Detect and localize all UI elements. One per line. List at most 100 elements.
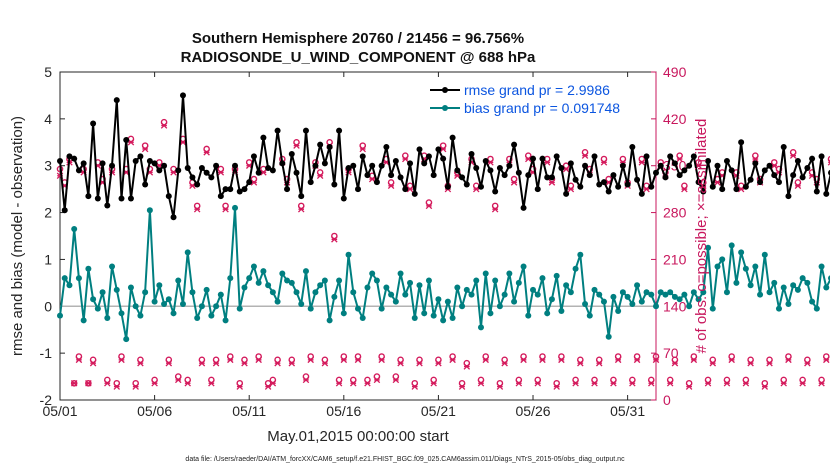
rmse-point (94, 195, 101, 202)
bias-point (676, 296, 683, 303)
bias-point (511, 298, 518, 305)
bias-point (449, 315, 456, 321)
bias-point (293, 289, 300, 296)
rmse-point (279, 160, 286, 167)
bias-point (146, 207, 153, 214)
rmse-point (449, 134, 456, 141)
obs-assimilated-marker (198, 359, 206, 367)
bias-point (548, 296, 555, 303)
x-tick-label: 05/21 (421, 403, 456, 419)
y-axis-label-right: # of obs: o=possible; ×=assimilated (693, 119, 710, 354)
bias-point (558, 307, 565, 314)
rmse-point (525, 172, 532, 179)
rmse-point (156, 167, 163, 174)
bias-point (780, 284, 787, 291)
rmse-point (804, 165, 811, 172)
bias-point (80, 317, 87, 324)
rmse-point (605, 188, 612, 195)
obs-assimilated-marker (378, 356, 385, 364)
y-right-tick-label: 140 (663, 298, 687, 314)
obs-assimilated-marker (416, 359, 423, 367)
rmse-point (104, 202, 111, 209)
rmse-point (179, 92, 186, 99)
x-tick-label: 05/26 (515, 403, 550, 419)
bias-point (477, 324, 484, 331)
obs-assimilated-marker (785, 356, 792, 364)
rmse-point (421, 160, 428, 167)
rmse-point (151, 160, 158, 167)
y-tick-label: 1 (44, 251, 52, 267)
obs-assimilated-marker (676, 155, 683, 163)
bias-point (662, 291, 669, 298)
data-file-caption: data file: /Users/raeder/DAI/ATM_forcXX/… (185, 456, 625, 463)
obs-assimilated-marker (350, 380, 357, 387)
bias-point (572, 265, 579, 272)
obs-assimilated-marker (510, 179, 518, 186)
obs-assimilated-marker (193, 205, 201, 213)
rmse-point (293, 169, 300, 176)
obs-assimilated-marker (449, 356, 456, 364)
rmse-point (75, 167, 82, 174)
chart-title: Southern Hemisphere 20760 / 21456 = 96.7… (181, 30, 536, 66)
obs-assimilated-marker (151, 380, 158, 387)
rmse-point (496, 165, 503, 172)
bias-point (265, 282, 272, 289)
y-axis-right: 070140210280350420490 (651, 64, 687, 408)
bias-point (757, 291, 764, 298)
bias-point (501, 291, 508, 298)
bias-point (454, 284, 461, 291)
bias-point (681, 291, 688, 298)
rmse-point (260, 134, 267, 141)
bias-point (492, 277, 499, 284)
rmse-point (213, 162, 220, 169)
bias-point (643, 289, 650, 296)
rmse-point (511, 141, 518, 148)
bias-point (161, 300, 168, 307)
obs-assimilated-marker (742, 380, 750, 387)
obs-possible-marker (827, 155, 830, 163)
rmse-point (288, 151, 295, 157)
bias-point (198, 303, 205, 310)
rmse-point (227, 186, 234, 193)
bias-point (402, 291, 409, 298)
bias-point (515, 279, 522, 286)
bias-point (444, 298, 451, 305)
rmse-point (137, 153, 144, 160)
rmse-point (302, 127, 309, 134)
bias-point (57, 312, 63, 319)
bias-point (298, 300, 305, 307)
rmse-point (534, 186, 541, 193)
rmse-point (217, 193, 224, 200)
obs-assimilated-marker (648, 380, 655, 387)
obs-assimilated-marker (652, 356, 660, 364)
bias-point (463, 286, 470, 293)
rmse-point (416, 146, 423, 153)
obs-assimilated-marker (203, 149, 210, 156)
rmse-point (411, 190, 418, 197)
rmse-point (326, 143, 333, 150)
rmse-point (539, 155, 546, 162)
y-tick-label: -1 (40, 345, 53, 361)
obs-assimilated-marker (482, 356, 489, 364)
rmse-point (492, 188, 499, 195)
bias-point (506, 270, 513, 277)
bias-point (118, 310, 125, 317)
rmse-point (402, 186, 409, 193)
rmse-point (799, 174, 806, 181)
rmse-point (643, 153, 650, 160)
bias-point (232, 204, 239, 211)
bias-point (284, 277, 291, 284)
bias-point (151, 298, 158, 305)
rmse-point (378, 162, 385, 169)
rmse-point (567, 160, 574, 167)
obs-assimilated-marker (89, 359, 97, 367)
bias-point (738, 249, 745, 256)
obs-assimilated-marker (397, 359, 404, 367)
bias-point (302, 268, 309, 275)
rmse-point (591, 153, 598, 160)
rmse-point (175, 167, 182, 174)
bias-point (241, 284, 248, 291)
bias-point (137, 312, 144, 319)
obs-assimilated-marker (823, 356, 830, 364)
bias-point (359, 315, 366, 321)
